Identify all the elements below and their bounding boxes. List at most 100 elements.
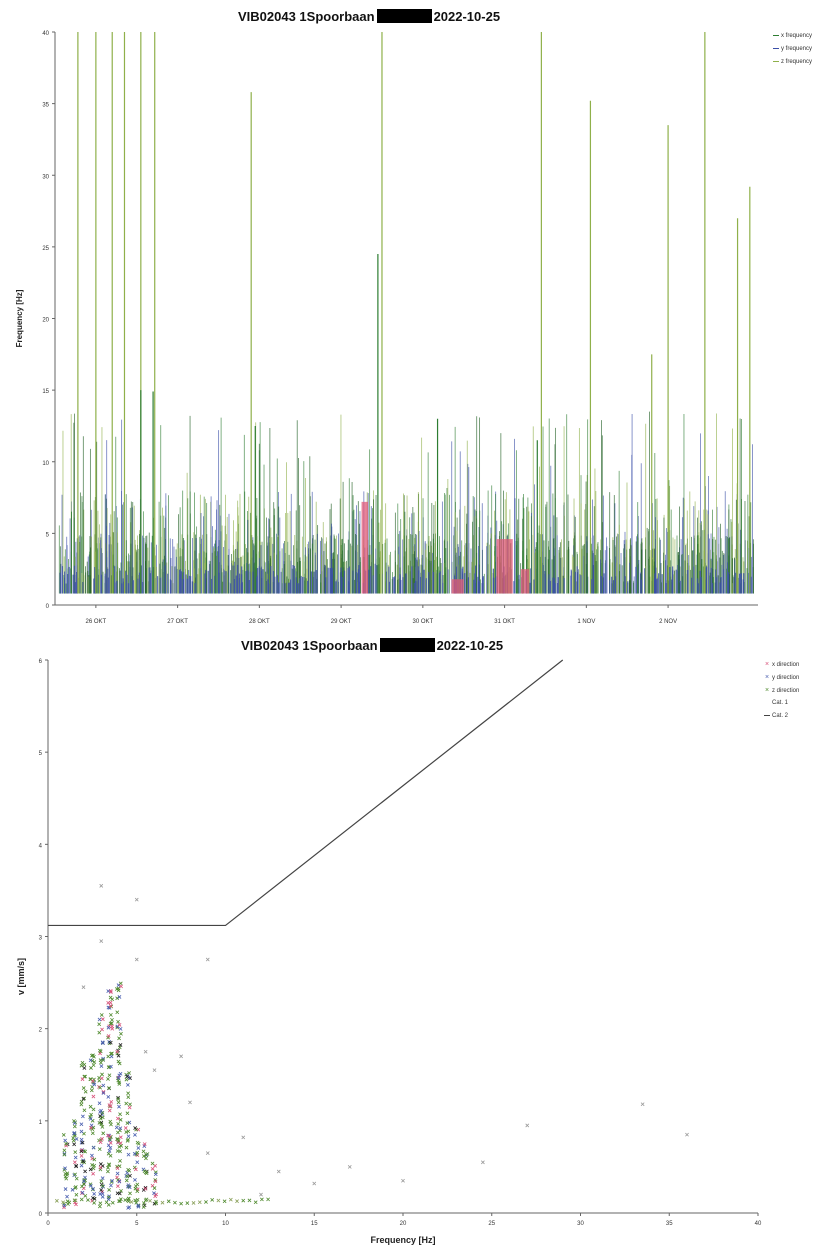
- data-point: [117, 1199, 121, 1204]
- data-point: [109, 1054, 114, 1059]
- data-point: [80, 1159, 85, 1164]
- data-point: [110, 1017, 114, 1022]
- data-point: [98, 1140, 103, 1145]
- data-point: [134, 1200, 139, 1205]
- data-point: [117, 1082, 122, 1086]
- y-tick-label: 0: [39, 1212, 43, 1218]
- data-point: [73, 1198, 78, 1203]
- data-point: [100, 1194, 105, 1199]
- x-tick-label: 0: [46, 1221, 50, 1227]
- data-point: [126, 1152, 131, 1157]
- y-axis-label: Frequency [Hz]: [15, 289, 24, 347]
- data-point: [107, 1086, 111, 1090]
- data-point: [63, 1166, 67, 1171]
- data-point: [81, 1179, 86, 1184]
- data-point: [101, 1056, 106, 1061]
- data-point: [118, 1112, 122, 1117]
- data-point: [74, 1202, 78, 1207]
- data-point: [126, 1196, 131, 1201]
- data-point: [89, 1125, 93, 1130]
- data-point: [100, 1017, 105, 1022]
- data-point: [115, 1191, 120, 1196]
- x-tick-label: 1 NOV: [577, 619, 595, 625]
- data-point: [73, 1150, 78, 1155]
- data-point: [88, 1058, 93, 1063]
- x-axis-label: Frequency [Hz]: [370, 1235, 435, 1245]
- data-point: [153, 1194, 158, 1199]
- data-point: [81, 1086, 86, 1090]
- legend-item-z-direction: × z direction: [764, 687, 800, 694]
- data-point: [99, 1179, 104, 1184]
- data-point: [124, 1178, 129, 1183]
- data-point: [74, 1137, 79, 1141]
- data-point: [141, 1205, 146, 1209]
- data-point: [106, 1025, 111, 1030]
- data-point: [97, 1017, 102, 1022]
- data-point: [92, 1163, 97, 1168]
- data-point: [118, 1117, 123, 1122]
- data-point: [91, 1063, 96, 1068]
- data-point: [82, 1062, 87, 1067]
- legend-item-y: y frequency: [773, 43, 812, 56]
- outlier-point: [241, 1135, 246, 1140]
- data-point: [99, 1188, 104, 1192]
- x-tick-label: 26 OKT: [86, 619, 107, 625]
- data-point: [89, 1088, 94, 1093]
- data-point: [141, 1201, 146, 1205]
- data-point: [106, 989, 111, 994]
- data-point: [79, 1122, 84, 1127]
- data-point: [118, 1149, 122, 1154]
- data-point: [90, 1131, 95, 1136]
- data-point: [106, 1077, 110, 1081]
- data-point: [127, 1120, 132, 1125]
- data-point: [241, 1198, 246, 1203]
- data-point: [116, 1097, 121, 1102]
- data-point: [79, 1099, 84, 1104]
- data-point: [83, 1149, 88, 1154]
- outlier-point: [401, 1178, 405, 1183]
- data-point: [126, 1137, 130, 1142]
- data-point: [110, 1024, 114, 1029]
- data-point: [141, 1154, 146, 1158]
- data-point: [86, 1198, 90, 1202]
- data-point: [129, 1200, 134, 1204]
- data-point: [79, 1137, 84, 1142]
- frequency-timeseries-chart: 0 5 10 15 20 25 30 35 40 26 OKT 27 OKT 28 OKT 29 OKT…: [15, 31, 758, 625]
- data-point: [118, 1199, 122, 1203]
- data-point: [125, 1174, 130, 1179]
- data-point: [91, 1107, 96, 1112]
- x-tick-label: 29 OKT: [331, 619, 352, 625]
- data-point: [63, 1138, 68, 1143]
- data-point: [127, 1185, 132, 1190]
- data-point: [72, 1124, 77, 1129]
- data-point: [116, 1053, 121, 1058]
- data-point: [91, 1186, 95, 1191]
- data-point: [73, 1185, 78, 1189]
- data-point: [62, 1148, 67, 1153]
- data-point: [222, 1199, 227, 1204]
- data-point: [125, 1111, 130, 1116]
- data-point: [101, 1091, 106, 1095]
- data-point: [106, 1197, 111, 1202]
- x-tick-label: 31 OKT: [494, 619, 515, 625]
- data-point: [116, 1076, 121, 1080]
- data-point: [108, 1021, 113, 1026]
- y-tick-label: 10: [42, 461, 49, 467]
- data-point: [143, 1185, 148, 1190]
- data-point: [90, 1153, 94, 1158]
- data-point: [160, 1200, 165, 1205]
- outlier-point: [152, 1068, 157, 1073]
- data-point: [124, 1130, 129, 1134]
- data-point: [91, 1171, 95, 1176]
- x-tick-label: 15: [311, 1221, 318, 1227]
- data-point: [110, 997, 115, 1002]
- data-point: [116, 1100, 121, 1105]
- outlier-point: [143, 1049, 148, 1054]
- highlight-range: [451, 579, 464, 594]
- y-tick-label: 6: [39, 659, 43, 665]
- x-tick-label: 40: [755, 1221, 762, 1227]
- data-point: [79, 1063, 84, 1068]
- data-point: [118, 1135, 123, 1140]
- data-point: [141, 1149, 146, 1154]
- data-point: [88, 1077, 93, 1082]
